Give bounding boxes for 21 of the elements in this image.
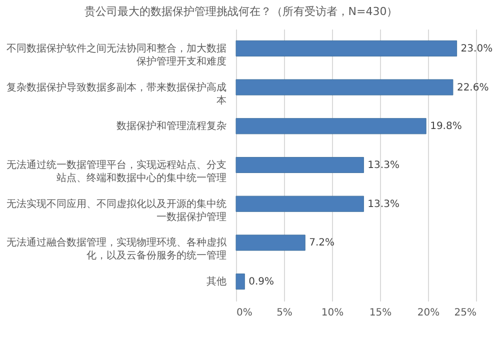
y-tick-label: 无法实现不同应用、不同虚拟化以及开源的集中统一数据保护管理 xyxy=(6,198,226,223)
y-tick-label: 其他 xyxy=(206,276,226,288)
x-tick-label: 10% xyxy=(321,308,344,318)
data-label: 7.2% xyxy=(309,238,335,249)
data-label: 22.6% xyxy=(456,82,489,94)
data-label: 13.3% xyxy=(368,160,400,171)
data-label: 19.8% xyxy=(430,121,462,132)
x-tick-label: 20% xyxy=(417,308,440,318)
y-tick-label: 无法通过统一数据管理平台，实现远程站点、分支站点、终端和数据中心的集中统一管理 xyxy=(6,159,226,184)
chart-title: 贵公司最大的数据保护管理挑战何在？（所有受访者，N=430） xyxy=(84,5,398,18)
y-tick-label: 数据保护和管理流程复杂 xyxy=(116,120,226,132)
y-tick-label: 不同数据保护软件之间无法协同和整合，加大数据保护管理开支和难度 xyxy=(6,42,226,68)
y-tick-label: 无法通过融合数据管理，实现物理环境、各种虚拟化，以及云备份服务的统一管理 xyxy=(6,236,228,262)
x-tick-label: 5% xyxy=(276,308,292,318)
y-tick-label: 复杂数据保护导致数据多副本，带来数据保护高成本 xyxy=(6,81,226,106)
data-label: 0.9% xyxy=(248,276,274,288)
data-label: 13.3% xyxy=(368,198,400,210)
x-tick-label: 0% xyxy=(236,308,252,318)
data-label: 23.0% xyxy=(460,43,493,54)
x-tick-label: 25% xyxy=(454,308,476,318)
x-tick-label: 15% xyxy=(369,308,392,318)
